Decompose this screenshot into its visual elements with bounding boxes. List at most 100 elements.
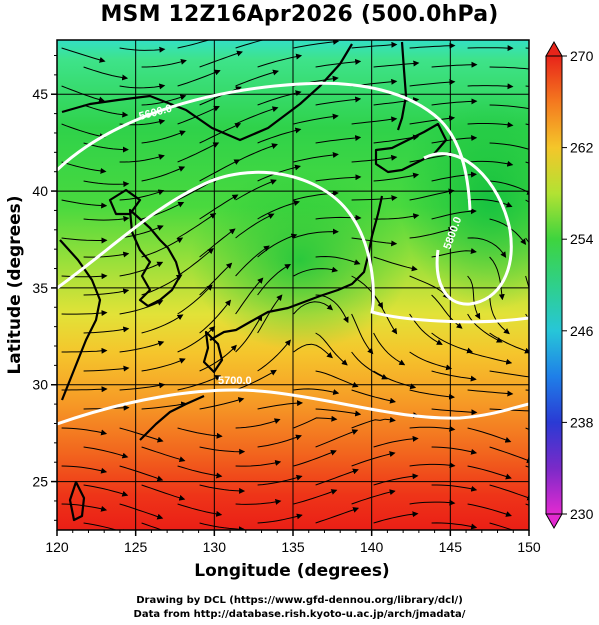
coastline-bohai bbox=[108, 188, 142, 216]
streamline bbox=[431, 208, 477, 220]
streamline bbox=[467, 160, 514, 167]
streamline bbox=[315, 174, 362, 182]
streamline bbox=[489, 66, 529, 70]
streamline bbox=[61, 237, 108, 244]
streamline bbox=[119, 189, 165, 201]
streamline bbox=[177, 69, 221, 87]
streamline bbox=[293, 266, 339, 277]
streamline bbox=[199, 123, 242, 144]
streamline bbox=[373, 370, 417, 390]
x-tick-label: 120 bbox=[45, 539, 69, 555]
height-contours bbox=[57, 81, 529, 426]
streamline bbox=[351, 154, 398, 163]
x-tick-label: 130 bbox=[203, 539, 227, 555]
coastline-ryukyu bbox=[139, 394, 205, 441]
streamline bbox=[199, 50, 243, 68]
streamline bbox=[257, 400, 304, 410]
streamline bbox=[235, 418, 281, 429]
streamline bbox=[177, 105, 220, 125]
streamline bbox=[83, 104, 129, 118]
y-tick-label: 45 bbox=[32, 86, 48, 102]
streamline bbox=[119, 382, 166, 391]
colorbar-bottom-triangle bbox=[545, 513, 563, 530]
streamline bbox=[235, 179, 277, 201]
streamline bbox=[467, 351, 513, 365]
streamline bbox=[373, 60, 420, 68]
streamline bbox=[489, 104, 529, 112]
contour-5800 bbox=[57, 388, 529, 426]
streamline bbox=[83, 66, 129, 81]
x-axis-label: Longitude (degrees) bbox=[194, 561, 389, 581]
contour-5600 bbox=[57, 81, 472, 211]
streamline bbox=[293, 343, 333, 359]
streamline bbox=[177, 375, 222, 391]
coastline-china bbox=[59, 239, 102, 401]
streamline bbox=[467, 275, 481, 320]
streamline bbox=[235, 277, 264, 315]
streamline bbox=[177, 326, 216, 353]
coastline-hokkaido bbox=[374, 122, 448, 174]
streamline bbox=[141, 58, 187, 68]
streamline bbox=[235, 213, 275, 239]
streamline bbox=[431, 484, 478, 492]
y-tick-label: 25 bbox=[32, 474, 48, 490]
x-tick-label: 125 bbox=[124, 539, 148, 555]
streamline bbox=[235, 459, 282, 467]
streamline bbox=[373, 332, 406, 366]
chart-title: MSM 12Z16Apr2026 (500.0hPa) bbox=[100, 2, 499, 27]
streamline bbox=[141, 401, 188, 410]
streamline bbox=[409, 42, 456, 49]
streamline bbox=[293, 489, 338, 505]
streamline bbox=[467, 465, 512, 480]
streamline bbox=[141, 522, 164, 530]
streamline bbox=[315, 408, 362, 417]
streamline bbox=[409, 79, 456, 87]
colorbar-top-triangle bbox=[545, 40, 563, 57]
colorbar-tick-label: 262 bbox=[570, 140, 594, 156]
streamline bbox=[61, 273, 108, 280]
streamline bbox=[119, 465, 164, 482]
streamline bbox=[61, 161, 107, 174]
credit-drawing: Drawing by DCL (https://www.gfd-dennou.o… bbox=[136, 595, 463, 606]
credit-data: Data from http://database.rish.kyoto-u.a… bbox=[133, 609, 466, 620]
streamline bbox=[467, 389, 514, 397]
streamline bbox=[199, 344, 237, 372]
streamline bbox=[235, 498, 282, 505]
streamline bbox=[199, 194, 239, 220]
streamline bbox=[141, 314, 184, 334]
streamline bbox=[83, 288, 130, 296]
streamline bbox=[141, 358, 186, 372]
streamline bbox=[61, 427, 108, 436]
y-axis: 25 30 35 40 45 bbox=[32, 54, 57, 521]
streamline bbox=[119, 503, 164, 520]
streamline bbox=[351, 351, 388, 380]
streamline bbox=[431, 446, 478, 455]
streamline bbox=[431, 522, 478, 530]
colorbar-tick-label: 246 bbox=[570, 323, 594, 339]
streamline bbox=[431, 98, 478, 106]
streamline bbox=[235, 106, 279, 125]
x-axis: 120 125 130 135 140 145 150 bbox=[45, 530, 541, 555]
streamline bbox=[525, 275, 529, 290]
streamline bbox=[315, 255, 361, 265]
streamline bbox=[119, 83, 166, 90]
streamline bbox=[373, 511, 419, 524]
streamline bbox=[235, 314, 263, 353]
streamline bbox=[489, 484, 529, 501]
streamline bbox=[489, 408, 529, 412]
streamline bbox=[409, 425, 456, 432]
streamline bbox=[61, 123, 106, 139]
streamline bbox=[409, 351, 453, 371]
streamline bbox=[61, 386, 108, 393]
streamline bbox=[293, 228, 339, 239]
x-tick-label: 140 bbox=[360, 539, 384, 555]
colorbar-tick-label: 254 bbox=[570, 231, 594, 247]
coastline-sakhalin bbox=[396, 41, 408, 131]
streamline bbox=[489, 256, 505, 301]
streamline bbox=[199, 228, 236, 258]
streamline bbox=[431, 248, 477, 258]
x-tick-label: 145 bbox=[439, 539, 463, 555]
colorbar-tick-label: 230 bbox=[570, 506, 594, 522]
streamline bbox=[177, 40, 222, 49]
streamline bbox=[83, 446, 129, 459]
